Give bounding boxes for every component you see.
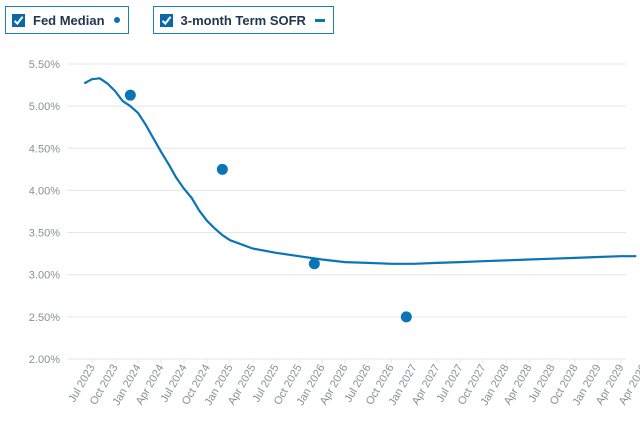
series-line-term-sofr xyxy=(83,77,637,265)
fed-median-point xyxy=(308,258,320,270)
y-tick-label: 5.50% xyxy=(29,59,60,71)
y-tick-label: 5.00% xyxy=(29,101,60,113)
y-tick-label: 4.00% xyxy=(29,185,60,197)
checkbox-checked-icon[interactable] xyxy=(159,13,173,27)
y-tick-label: 4.50% xyxy=(29,143,60,155)
y-tick-label: 2.50% xyxy=(29,312,60,324)
y-tick-label: 3.00% xyxy=(29,270,60,282)
dot-marker-icon xyxy=(113,17,120,23)
y-tick-label: 3.50% xyxy=(29,228,60,240)
legend-label: 3-month Term SOFR xyxy=(180,12,306,28)
fed-median-point xyxy=(400,311,412,323)
checkbox-checked-icon[interactable] xyxy=(12,13,25,27)
legend: Fed Median 3-month Term SOFR xyxy=(5,6,334,34)
fed-median-point xyxy=(124,89,136,101)
line-marker-icon xyxy=(314,18,325,22)
y-tick-label: 2.00% xyxy=(29,354,60,366)
legend-item-term-sofr[interactable]: 3-month Term SOFR xyxy=(152,6,334,34)
legend-item-fed-median[interactable]: Fed Median xyxy=(5,6,129,34)
legend-label: Fed Median xyxy=(33,12,105,28)
fed-median-point xyxy=(216,163,228,175)
